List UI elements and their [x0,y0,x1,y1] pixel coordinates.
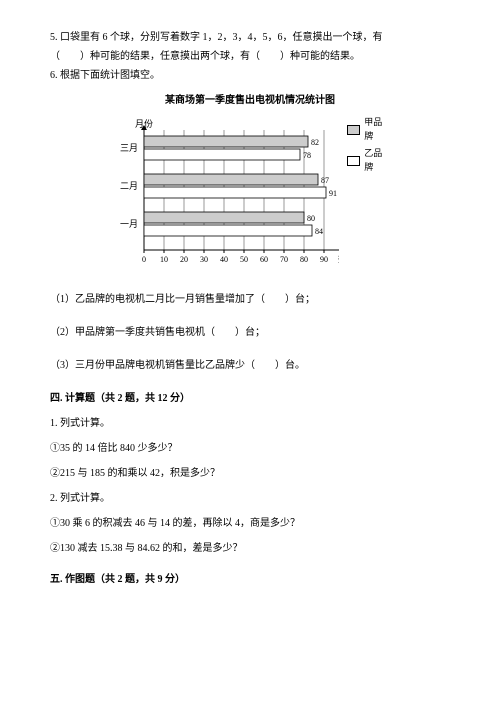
svg-text:三月: 三月 [120,143,138,153]
calc-q1b: ②215 与 185 的和乘以 42，积是多少？ [50,466,450,481]
question-5-line2: （ ）种可能的结果，任意摸出两个球，有（ ）种可能的结果。 [50,49,450,64]
chart-title: 某商场第一季度售出电视机情况统计图 [110,93,390,108]
svg-text:78: 78 [303,151,311,160]
svg-text:10: 10 [160,255,168,264]
question-6: 6. 根据下面统计图填空。 [50,68,450,83]
svg-text:82: 82 [311,138,319,147]
svg-text:87: 87 [321,176,329,185]
legend-swatch-yi [347,156,360,166]
section-4-title: 四. 计算题（共 2 题，共 12 分） [50,391,450,406]
sub-question-3: （3）三月份甲品牌电视机销售量比乙品牌少（ ）台。 [50,358,450,373]
sub-question-2: （2）甲品牌第一季度共销售电视机（ ）台； [50,325,450,340]
question-5-line1: 5. 口袋里有 6 个球，分别写着数字 1，2，3，4，5，6，任意摸出一个球，… [50,30,450,45]
svg-text:数量/台: 数量/台 [338,254,339,264]
svg-text:二月: 二月 [120,181,138,191]
legend-item-jia: 甲品牌 [347,116,390,143]
calc-q2: 2. 列式计算。 [50,491,450,506]
legend-item-yi: 乙品牌 [347,147,390,174]
bar-chart: 某商场第一季度售出电视机情况统计图 月份0102030405060708090数… [110,93,390,272]
calc-q1a: ①35 的 14 倍比 840 少多少？ [50,441,450,456]
svg-text:91: 91 [329,189,337,198]
calc-q1: 1. 列式计算。 [50,416,450,431]
svg-text:84: 84 [315,227,323,236]
svg-text:50: 50 [240,255,248,264]
calc-q2a: ①30 乘 6 的积减去 46 与 14 的差，再除以 4，商是多少？ [50,516,450,531]
svg-text:一月: 一月 [120,219,138,229]
svg-text:80: 80 [300,255,308,264]
svg-text:0: 0 [142,255,146,264]
chart-legend: 甲品牌 乙品牌 [347,116,390,272]
svg-text:70: 70 [280,255,288,264]
chart-svg: 月份0102030405060708090数量/台三月8278二月8791一月8… [110,116,339,272]
svg-text:30: 30 [200,255,208,264]
svg-text:60: 60 [260,255,268,264]
svg-text:20: 20 [180,255,188,264]
legend-swatch-jia [347,125,360,135]
legend-label-jia: 甲品牌 [364,116,390,143]
section-5-title: 五. 作图题（共 2 题，共 9 分） [50,572,450,587]
sub-question-1: （1）乙品牌的电视机二月比一月销售量增加了（ ）台； [50,292,450,307]
svg-text:40: 40 [220,255,228,264]
svg-text:80: 80 [307,214,315,223]
legend-label-yi: 乙品牌 [364,147,390,174]
svg-text:90: 90 [320,255,328,264]
calc-q2b: ②130 减去 15.38 与 84.62 的和，差是多少？ [50,541,450,556]
